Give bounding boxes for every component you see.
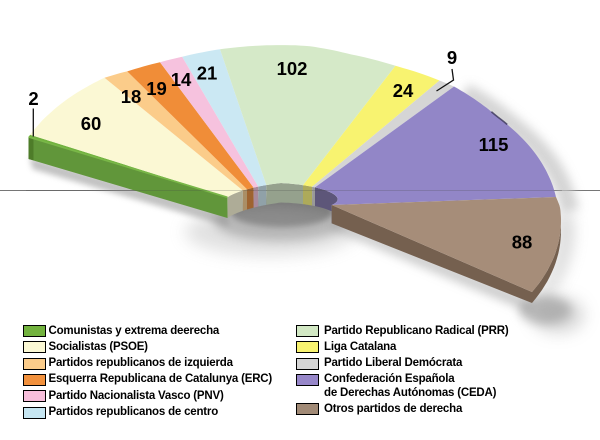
- svg-text:21: 21: [197, 62, 218, 83]
- svg-text:14: 14: [171, 69, 192, 90]
- svg-text:115: 115: [479, 134, 509, 155]
- svg-text:9: 9: [447, 47, 457, 68]
- svg-text:88: 88: [512, 231, 533, 252]
- svg-text:102: 102: [277, 58, 308, 79]
- svg-text:19: 19: [146, 78, 167, 99]
- svg-text:24: 24: [393, 80, 414, 101]
- svg-text:60: 60: [81, 113, 102, 134]
- svg-text:2: 2: [28, 88, 38, 109]
- svg-text:18: 18: [121, 86, 142, 107]
